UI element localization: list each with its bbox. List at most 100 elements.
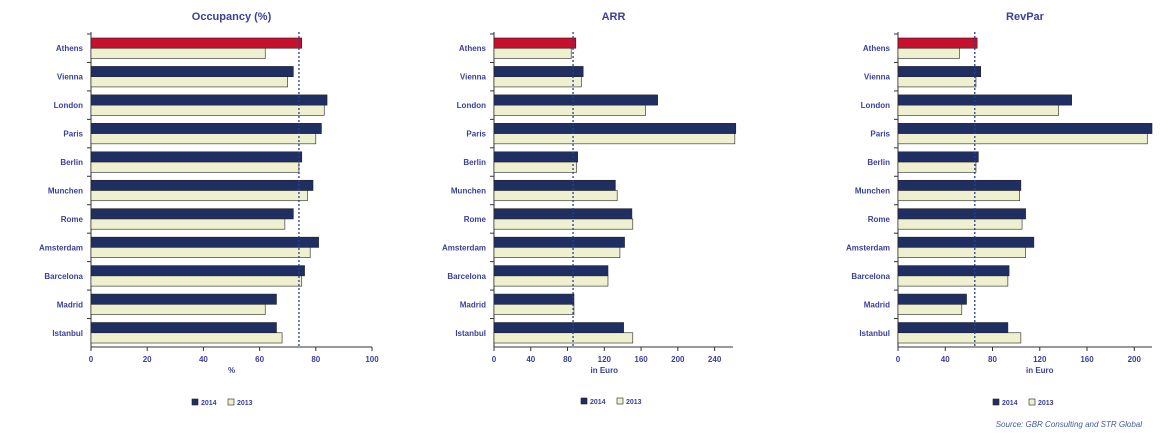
legend-label-2014: 2014 xyxy=(1002,400,1018,407)
legend-label-2014: 2014 xyxy=(590,399,606,406)
bar-2013 xyxy=(90,133,317,145)
bar-2013 xyxy=(897,161,977,173)
legend-label-2014: 2014 xyxy=(201,400,217,407)
bar-2013 xyxy=(897,47,960,59)
category-label: Rome xyxy=(868,215,891,224)
bar-2013 xyxy=(493,76,582,88)
bar-2013 xyxy=(493,304,575,315)
bar-2013 xyxy=(493,47,572,59)
chart-panel-2: ARR 0 40 80 120 160 200 240 in Euro Athens Vienna L… xyxy=(442,11,737,406)
x-tick-label: 120 xyxy=(598,355,612,364)
x-axis-label: in Euro xyxy=(1026,366,1054,375)
x-tick-label: 240 xyxy=(708,355,722,364)
category-label: Rome xyxy=(464,215,487,224)
x-tick-label: 80 xyxy=(988,355,997,364)
x-tick-label: 0 xyxy=(896,355,901,364)
category-label: Vienna xyxy=(57,73,84,82)
x-tick-label: 40 xyxy=(526,355,535,364)
category-label: Munchen xyxy=(451,187,486,196)
legend-swatch-2014 xyxy=(191,398,199,406)
x-tick-label: 40 xyxy=(199,355,208,364)
bar-2014 xyxy=(90,293,277,305)
category-label: London xyxy=(54,101,83,110)
bar-2014 xyxy=(897,94,1072,106)
bar-2014 xyxy=(493,293,575,305)
category-label: Vienna xyxy=(460,73,487,82)
source-note: Source: GBR Consulting and STR Global xyxy=(995,420,1142,429)
bar-2014 xyxy=(897,293,967,305)
bar-2013 xyxy=(90,332,283,344)
bar-2014 xyxy=(90,322,277,334)
bar-2014 xyxy=(493,265,609,277)
bar-2013 xyxy=(897,133,1148,145)
x-tick-label: 200 xyxy=(671,355,685,364)
legend: 2014 2013 xyxy=(580,397,642,406)
legend-label-2013: 2013 xyxy=(237,400,253,407)
bar-2013 xyxy=(90,218,286,230)
bar-2013 xyxy=(493,218,634,230)
category-label: Amsterdam xyxy=(846,243,890,252)
bar-2014 xyxy=(897,179,1022,191)
bar-2013 xyxy=(493,133,736,145)
bar-2013 xyxy=(90,76,288,88)
category-label: Paris xyxy=(466,130,486,139)
category-label: Barcelona xyxy=(44,272,83,281)
bar-2013 xyxy=(493,332,634,344)
x-tick-label: 80 xyxy=(563,355,572,364)
bar-2014 xyxy=(897,322,1009,334)
legend-swatch-2013 xyxy=(1028,398,1036,406)
category-label: Madrid xyxy=(57,300,83,309)
chart-panel-1: Occupancy (%) 0 20 40 60 80 100% Athens Vienna Lo… xyxy=(39,11,379,407)
bar-2014 xyxy=(90,37,303,49)
x-tick-label: 160 xyxy=(634,355,648,364)
bar-2014 xyxy=(493,179,616,191)
bar-2013 xyxy=(897,275,1009,287)
category-label: London xyxy=(457,101,486,110)
x-tick-label: 0 xyxy=(492,355,497,364)
bar-2014 xyxy=(897,66,981,77)
x-axis-label: in Euro xyxy=(591,366,619,375)
bar-2014 xyxy=(897,208,1026,220)
category-label: Istanbul xyxy=(859,329,890,338)
bar-2013 xyxy=(897,190,1020,202)
category-label: Istanbul xyxy=(455,329,486,338)
bar-2013 xyxy=(493,161,578,173)
bar-2013 xyxy=(90,190,308,202)
bar-2014 xyxy=(493,151,578,163)
bar-2014 xyxy=(493,123,737,134)
bar-2014 xyxy=(897,236,1035,248)
category-label: Barcelona xyxy=(447,272,486,281)
category-label: Athens xyxy=(56,44,84,53)
bar-2013 xyxy=(493,247,621,258)
bar-2014 xyxy=(897,265,1010,277)
bar-2013 xyxy=(90,275,303,287)
bar-2013 xyxy=(493,104,646,116)
category-label: Amsterdam xyxy=(442,243,486,252)
bar-2013 xyxy=(90,104,325,116)
bar-2014 xyxy=(90,66,294,77)
bar-2014 xyxy=(90,236,319,248)
bar-2014 xyxy=(90,123,322,134)
category-label: Athens xyxy=(863,44,891,53)
category-label: Munchen xyxy=(855,187,890,196)
bar-2013 xyxy=(90,161,300,173)
bar-2013 xyxy=(493,190,618,202)
category-label: Berlin xyxy=(867,158,890,167)
bar-2014 xyxy=(493,236,625,248)
x-tick-label: 160 xyxy=(1080,355,1094,364)
chart-title: RevPar xyxy=(1006,11,1045,23)
bar-2013 xyxy=(897,76,977,88)
bar-2014 xyxy=(897,37,978,49)
bar-2013 xyxy=(90,304,266,315)
category-label: Madrid xyxy=(864,300,890,309)
bar-2014 xyxy=(90,179,314,191)
bar-2014 xyxy=(493,37,577,49)
legend-label-2013: 2013 xyxy=(626,399,642,406)
legend-swatch-2014 xyxy=(580,397,588,405)
category-label: Rome xyxy=(61,215,84,224)
bar-2013 xyxy=(897,332,1022,344)
chart-title: ARR xyxy=(602,11,626,23)
bar-2014 xyxy=(90,208,294,220)
category-label: Berlin xyxy=(463,158,486,167)
x-tick-label: 120 xyxy=(1033,355,1047,364)
